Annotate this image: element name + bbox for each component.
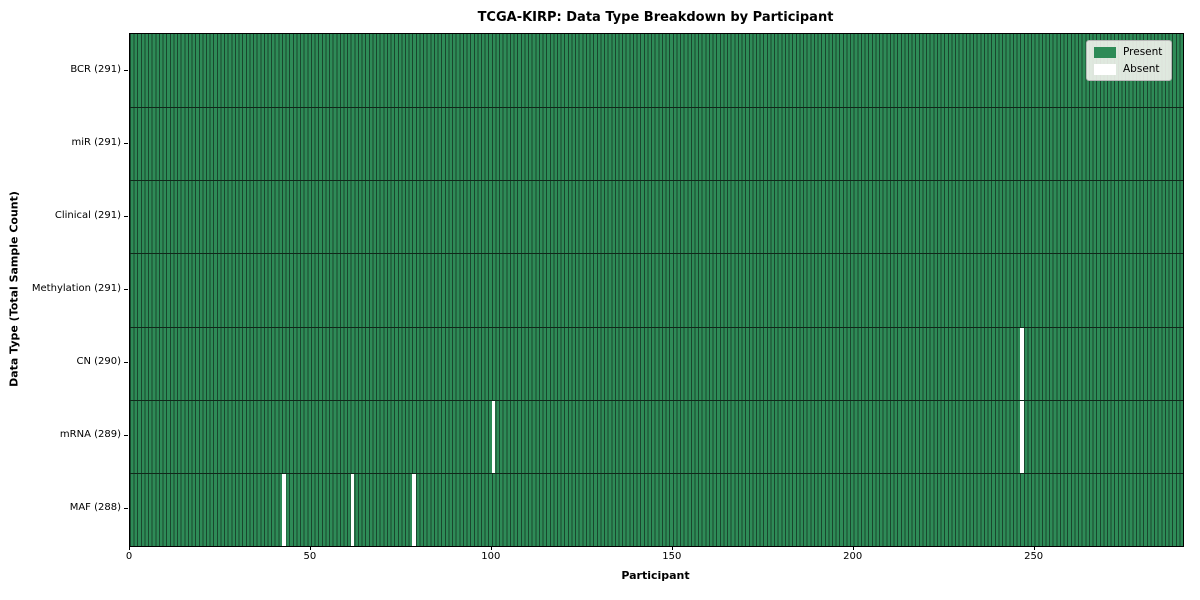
x-tick-mark (490, 546, 492, 550)
y-tick-mark (124, 69, 128, 71)
y-tick-label: miR (291) (71, 136, 121, 148)
absent-bar (281, 473, 286, 546)
x-tick-label: 200 (843, 551, 863, 562)
x-axis-label: Participant (621, 569, 690, 582)
absent-bar (491, 400, 496, 473)
row-mir (130, 107, 1183, 180)
y-tick-mark (124, 435, 128, 437)
row-clinical (130, 180, 1183, 253)
x-tick-label: 50 (303, 551, 317, 562)
legend-label: Absent (1123, 63, 1160, 75)
x-tick-mark (852, 546, 854, 550)
row-cn (130, 326, 1183, 400)
legend-label: Present (1123, 46, 1163, 58)
y-tick-mark (124, 142, 128, 144)
plot-area (129, 33, 1184, 547)
chart-title: TCGA-KIRP: Data Type Breakdown by Partic… (477, 10, 834, 25)
row-maf (130, 472, 1183, 546)
row-bcr (130, 34, 1183, 107)
row-mrna (130, 399, 1183, 473)
y-tick-mark (124, 362, 128, 364)
legend-entry-absent: Absent (1094, 63, 1162, 75)
legend-entry-present: Present (1094, 46, 1162, 58)
row-methylation (130, 253, 1183, 326)
absent-bar (412, 473, 416, 546)
y-tick-mark (124, 508, 128, 510)
x-tick-label: 100 (481, 551, 501, 562)
y-tick-mark (124, 215, 128, 217)
x-tick-mark (129, 546, 130, 550)
x-tick-label: 150 (662, 551, 682, 562)
y-tick-mark (124, 289, 128, 290)
absent-bar (1020, 327, 1024, 400)
x-tick-label: 0 (125, 551, 133, 562)
x-tick-mark (309, 546, 311, 550)
legend-swatch-icon (1094, 63, 1116, 75)
x-tick-label: 250 (1024, 551, 1044, 562)
y-tick-label: BCR (291) (70, 63, 121, 75)
legend-swatch-icon (1094, 46, 1116, 58)
y-tick-label: mRNA (289) (59, 429, 121, 441)
x-tick-mark (1033, 546, 1035, 550)
legend: Present Absent (1086, 40, 1173, 81)
absent-bar (1020, 400, 1024, 473)
y-tick-label: Clinical (291) (54, 209, 121, 221)
y-tick-label: MAF (288) (69, 502, 121, 514)
y-tick-label: CN (290) (76, 356, 121, 368)
y-tick-label: Methylation (291) (31, 283, 121, 294)
absent-bar (350, 473, 355, 546)
x-tick-mark (671, 546, 673, 550)
